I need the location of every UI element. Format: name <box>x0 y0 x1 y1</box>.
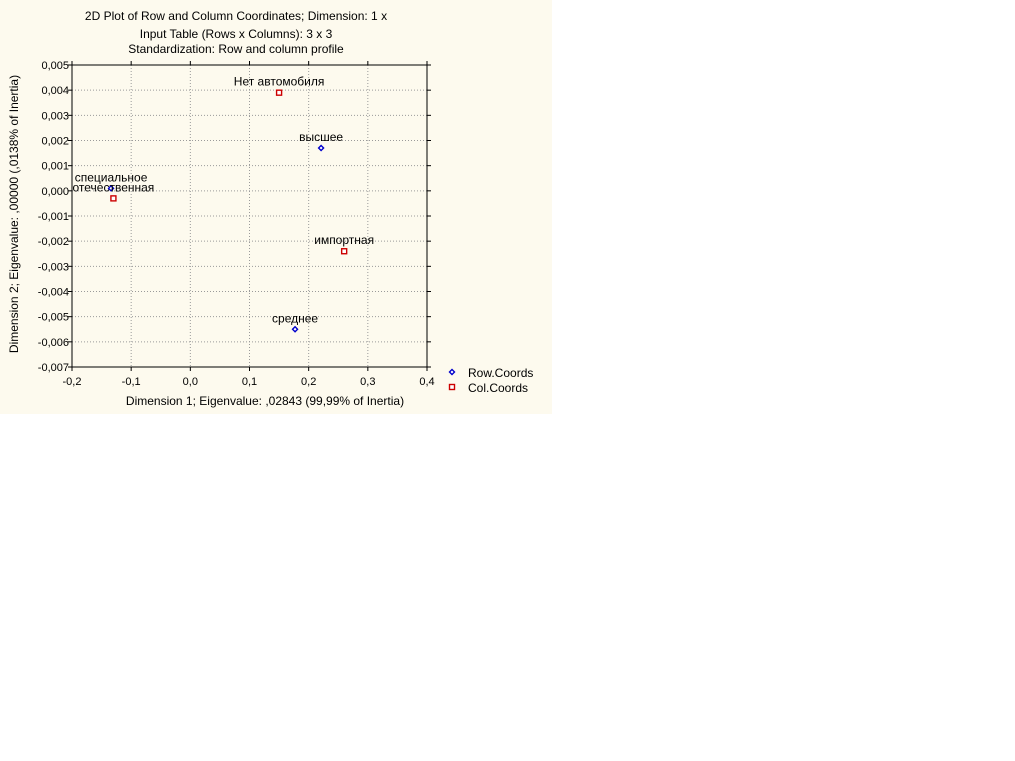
x-tick-label: -0,2 <box>63 376 82 388</box>
scatter-chart: 2D Plot of Row and Column Coordinates; D… <box>7 9 533 408</box>
y-tick-label: -0,002 <box>38 236 69 248</box>
x-tick-label: 0,1 <box>242 376 257 388</box>
axis-ticks <box>68 61 431 371</box>
x-tick-label: 0,3 <box>360 376 375 388</box>
legend-entry-label: Col.Coords <box>468 381 528 395</box>
point-label: отечественная <box>73 180 155 194</box>
x-tick-label: 0,2 <box>301 376 316 388</box>
y-tick-label: -0,006 <box>38 337 69 349</box>
x-tick-label: -0,1 <box>122 376 141 388</box>
y-tick-label: -0,007 <box>38 362 69 374</box>
y-tick-label: -0,005 <box>38 312 69 324</box>
grid <box>72 65 427 367</box>
y-tick-label: -0,001 <box>38 211 69 223</box>
col-coord-point <box>340 248 348 255</box>
y-tick-label: -0,003 <box>38 261 69 273</box>
chart-title-line-1: 2D Plot of Row and Column Coordinates; D… <box>85 9 387 23</box>
chart-panel <box>0 0 552 414</box>
point-label: среднее <box>272 311 318 325</box>
y-axis-tick-labels: 0,005 0,004 0,003 0,002 0,001 0,000 -0,001 -0,0… <box>38 60 69 374</box>
row-coord-point <box>291 325 299 333</box>
legend-entry-label: Row.Coords <box>468 366 533 380</box>
point-label: специальное <box>75 170 148 184</box>
chart-title-line-2: Input Table (Rows x Columns): 3 x 3 <box>140 27 333 41</box>
legend-marker <box>448 368 456 376</box>
point-label: Нет автомобиля <box>234 75 325 89</box>
x-axis-label: Dimension 1; Eigenvalue: ,02843 (99,99% … <box>126 394 404 408</box>
y-tick-label: 0,002 <box>41 136 69 148</box>
y-tick-label: 0,001 <box>41 161 69 173</box>
x-tick-label: 0,0 <box>183 376 198 388</box>
y-tick-label: 0,004 <box>41 85 69 97</box>
x-axis-tick-labels: -0,2 -0,1 0,0 0,1 0,2 0,3 0,4 <box>63 376 435 388</box>
point-label: импортная <box>314 233 374 247</box>
y-axis-label: Dimension 2; Eigenvalue: ,00000 (,0138% … <box>7 75 21 353</box>
legend-marker <box>448 383 456 391</box>
y-tick-label: 0,000 <box>41 186 69 198</box>
y-tick-label: 0,005 <box>41 60 69 72</box>
row-coord-point <box>107 184 115 192</box>
point-label: высшее <box>299 130 343 144</box>
col-coord-point <box>110 195 117 202</box>
row-coord-point <box>317 144 325 152</box>
chart-title-line-3: Standardization: Row and column profile <box>128 42 344 56</box>
col-coord-point <box>275 89 283 96</box>
data-points: высшее специальное среднее Нет автомобиля от… <box>73 75 374 333</box>
y-tick-label: -0,004 <box>38 287 69 299</box>
y-tick-label: 0,003 <box>41 110 69 122</box>
x-tick-label: 0,4 <box>419 376 434 388</box>
chart-title: 2D Plot of Row and Column Coordinates; D… <box>85 9 387 56</box>
